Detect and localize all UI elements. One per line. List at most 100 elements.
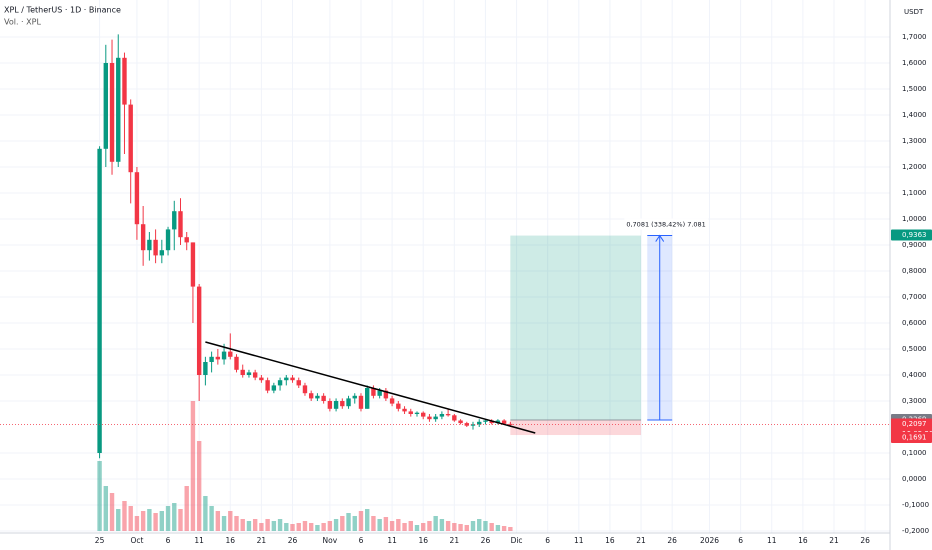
candle-body xyxy=(103,63,109,149)
y-tick-label: 0,6000 xyxy=(902,319,927,327)
profit-zone xyxy=(510,235,642,421)
stop-zone xyxy=(510,420,642,436)
volume-bar xyxy=(215,511,221,531)
volume-bar xyxy=(452,523,457,531)
volume-bar xyxy=(495,525,501,531)
x-tick-label: 26 xyxy=(860,536,870,545)
y-tick-label: 1,0000 xyxy=(902,215,927,223)
candle-body xyxy=(495,420,501,424)
price-tag-label: 0,1691 xyxy=(902,434,927,442)
x-tick-label: 26 xyxy=(288,536,298,545)
volume-bar xyxy=(352,516,357,531)
volume-bar xyxy=(97,461,102,531)
candle-body xyxy=(228,351,233,357)
candle-body xyxy=(321,395,326,401)
volume-bar xyxy=(346,513,351,531)
trendline xyxy=(205,341,536,434)
x-tick-label: 16 xyxy=(418,536,428,545)
x-tick-label: 21 xyxy=(257,536,267,545)
volume-bar xyxy=(340,516,345,531)
candle-body xyxy=(414,412,420,414)
x-tick-label: 25 xyxy=(95,536,105,545)
volume-bar xyxy=(296,523,301,531)
candle-body xyxy=(277,380,283,386)
volume-bar xyxy=(501,526,507,531)
x-tick-label: 6 xyxy=(359,536,364,545)
x-tick-label: 6 xyxy=(738,536,743,545)
x-tick-label: 16 xyxy=(605,536,615,545)
candle-body xyxy=(396,403,401,409)
candle-body xyxy=(271,385,277,391)
candle-body xyxy=(489,420,494,424)
candle-body xyxy=(234,356,239,370)
candle-body xyxy=(252,372,258,378)
volume-bar xyxy=(240,519,245,531)
candle-body xyxy=(184,237,189,243)
volume-bar xyxy=(290,524,295,531)
candle-body xyxy=(134,172,140,225)
candle-body xyxy=(365,388,370,409)
candle-body xyxy=(327,401,333,409)
candle-body xyxy=(221,351,227,360)
volume-bar xyxy=(402,523,407,531)
candle-body xyxy=(178,211,183,238)
volume-bar xyxy=(445,521,451,531)
candle-body xyxy=(427,416,432,420)
volume-bar xyxy=(365,509,370,531)
volume-bar xyxy=(221,516,227,531)
x-tick-label: 16 xyxy=(226,536,236,545)
volume-bar xyxy=(358,511,364,531)
candle-body xyxy=(464,423,469,426)
volume-bar xyxy=(477,519,482,531)
x-tick-label: 2026 xyxy=(700,536,719,545)
candle-body xyxy=(308,393,314,399)
y-tick-label: 0,7000 xyxy=(902,293,927,301)
volume-bar xyxy=(265,519,270,531)
volume-bar xyxy=(371,516,376,531)
volume-bar xyxy=(414,525,420,531)
candle-body xyxy=(296,380,301,386)
volume-bar xyxy=(122,501,127,531)
x-tick-label: 11 xyxy=(194,536,204,545)
candle-body xyxy=(165,229,171,251)
candle-body xyxy=(377,390,382,396)
volume-bar xyxy=(327,521,333,531)
volume-bar xyxy=(165,506,171,531)
candle-body xyxy=(265,380,270,391)
volume-bar xyxy=(470,521,476,531)
y-tick-label: 0,1000 xyxy=(902,449,927,457)
candle-body xyxy=(109,63,115,162)
x-tick-label: 11 xyxy=(767,536,777,545)
candle-body xyxy=(458,420,463,424)
volume-bar xyxy=(116,509,121,531)
candle-body xyxy=(122,57,127,105)
x-tick-label: Nov xyxy=(323,536,338,545)
chart-title: XPL / TetherUS · 1D · Binance xyxy=(4,6,121,15)
volume-bar xyxy=(109,493,115,531)
candle-body xyxy=(140,224,146,251)
y-tick-label: 0,3000 xyxy=(902,397,927,405)
y-tick-label: 0,5000 xyxy=(902,345,927,353)
candle-body xyxy=(315,395,320,399)
volume-bar xyxy=(321,523,326,531)
y-tick-label: 1,5000 xyxy=(902,85,927,93)
volume-bar xyxy=(234,516,239,531)
volume-bar xyxy=(483,521,488,531)
volume-bar xyxy=(396,519,401,531)
volume-label: Vol. · XPL xyxy=(4,18,41,27)
candle-body xyxy=(147,239,152,251)
candle-body xyxy=(246,372,252,375)
x-tick-label: 21 xyxy=(450,536,460,545)
volume-bar xyxy=(153,513,158,531)
price-tag-label: 0,9363 xyxy=(902,231,927,239)
candle-body xyxy=(352,395,357,399)
volume-bar xyxy=(246,521,252,531)
y-tick-label: 1,2000 xyxy=(902,163,927,171)
candle-body xyxy=(290,377,295,381)
plot-area: 0,7081 (338,42%) 7.081 xyxy=(0,34,890,531)
volume-bar xyxy=(203,496,208,531)
candle-body xyxy=(358,395,364,409)
volume-bar xyxy=(196,441,202,531)
